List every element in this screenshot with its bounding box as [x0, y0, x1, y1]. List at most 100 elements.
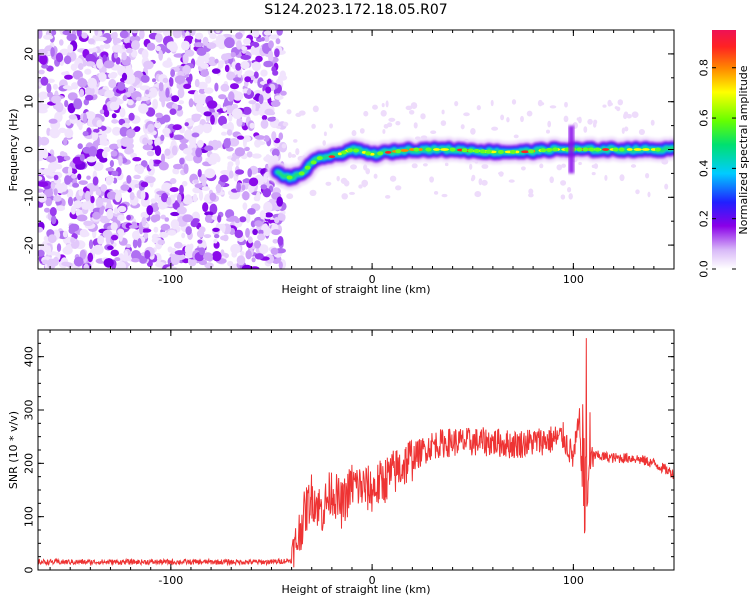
noise-speckle	[132, 238, 138, 249]
noise-speckle	[274, 48, 280, 58]
noise-speckle	[179, 202, 184, 213]
noise-speckle	[131, 40, 140, 51]
noise-speckle	[68, 223, 80, 232]
noise-speckle	[214, 234, 220, 239]
spectrogram-y-ticks: -20 -10 0 10 20	[23, 29, 674, 270]
noise-speckle	[86, 175, 91, 180]
noise-speckle	[145, 176, 156, 184]
noise-speckle	[82, 112, 88, 124]
noise-speckle	[265, 154, 271, 163]
noise-speckle	[94, 30, 99, 36]
noise-speckle	[276, 30, 283, 36]
noise-speckle	[235, 169, 245, 175]
faint-speckle	[287, 152, 292, 159]
noise-speckle	[165, 87, 170, 98]
noise-speckle	[63, 55, 72, 65]
noise-speckle	[246, 151, 253, 158]
faint-speckle	[650, 119, 655, 126]
snr-y-tick-label: 0	[23, 567, 36, 574]
noise-speckle	[39, 136, 50, 146]
noise-speckle	[84, 68, 92, 75]
faint-speckle	[560, 194, 566, 200]
noise-speckle	[105, 167, 115, 172]
noise-speckle	[191, 132, 200, 138]
faint-speckle	[312, 105, 319, 113]
noise-speckle	[170, 211, 180, 217]
noise-speckle	[172, 124, 182, 131]
faint-speckle	[311, 123, 316, 129]
noise-speckle	[250, 266, 260, 269]
noise-speckle	[137, 238, 142, 248]
spectrogram-y-axis-label: Frequency (Hz)	[7, 109, 20, 192]
noise-speckle	[152, 98, 159, 110]
noise-speckle	[254, 240, 261, 249]
noise-speckle	[56, 205, 66, 212]
noise-speckle	[39, 96, 44, 104]
faint-speckle	[348, 191, 356, 195]
faint-speckle	[506, 117, 510, 123]
noise-speckle	[242, 135, 252, 143]
noise-speckle	[111, 44, 123, 53]
noise-speckle	[201, 186, 210, 192]
faint-speckle	[539, 163, 544, 169]
faint-speckle	[546, 129, 550, 134]
noise-speckle	[167, 246, 173, 253]
noise-speckle	[224, 64, 230, 73]
noise-speckle	[88, 146, 98, 158]
noise-speckle	[56, 243, 62, 252]
noise-speckle	[50, 47, 55, 57]
noise-speckle	[236, 40, 242, 50]
noise-speckle	[214, 58, 219, 64]
noise-speckle	[154, 145, 162, 157]
signal-smear	[568, 125, 575, 174]
noise-speckle	[131, 250, 141, 261]
faint-speckle	[664, 183, 669, 190]
noise-speckle	[254, 220, 263, 227]
noise-speckle	[110, 222, 118, 231]
noise-speckle	[198, 247, 206, 256]
noise-speckle	[96, 36, 107, 42]
noise-speckle	[119, 107, 126, 118]
noise-speckle	[166, 196, 172, 206]
noise-speckle	[108, 78, 117, 89]
spectrogram-y-tick-label: 10	[23, 95, 36, 109]
signal-hotspot	[521, 150, 530, 154]
snr-x-ticks: -100 0 100	[49, 330, 675, 587]
noise-speckle	[106, 191, 117, 200]
noise-speckle	[161, 153, 165, 164]
faint-speckle	[383, 123, 389, 129]
noise-speckle	[154, 192, 160, 202]
noise-speckle	[241, 46, 248, 51]
noise-speckle	[41, 64, 49, 69]
noise-speckle	[126, 47, 133, 54]
noise-speckle	[162, 127, 171, 135]
noise-speckle	[208, 56, 216, 62]
noise-speckle	[62, 30, 72, 36]
noise-speckle	[177, 87, 185, 99]
noise-speckle	[218, 115, 227, 126]
noise-speckle	[70, 205, 76, 215]
noise-speckle	[257, 233, 266, 241]
noise-speckle	[278, 132, 284, 140]
faint-speckle	[591, 171, 596, 176]
noise-speckle	[153, 226, 159, 233]
noise-speckle	[43, 34, 54, 40]
signal-green-blob	[654, 147, 661, 152]
faint-speckle	[361, 179, 369, 187]
noise-speckle	[202, 36, 209, 46]
noise-speckle	[181, 180, 188, 187]
faint-speckle	[538, 101, 545, 106]
noise-speckle	[264, 35, 270, 42]
noise-speckle	[263, 60, 274, 68]
colorbar-tick-label: 0.8	[698, 59, 711, 77]
noise-speckle	[103, 43, 111, 50]
noise-speckle	[140, 181, 149, 188]
noise-speckle	[188, 73, 193, 83]
noise-speckle	[198, 226, 206, 233]
faint-speckle	[385, 100, 389, 108]
noise-speckle	[126, 175, 132, 184]
noise-speckle	[182, 53, 189, 65]
signal-hotspot	[384, 150, 392, 154]
noise-speckle	[87, 38, 95, 45]
